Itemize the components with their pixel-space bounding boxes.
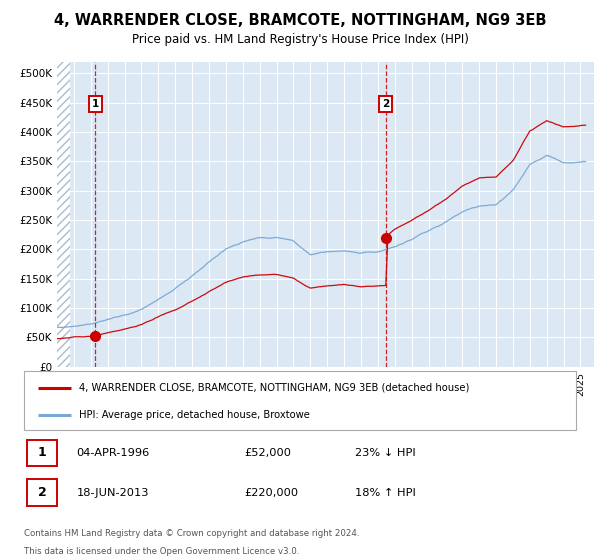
Text: HPI: Average price, detached house, Broxtowe: HPI: Average price, detached house, Brox… <box>79 410 310 420</box>
Text: 04-APR-1996: 04-APR-1996 <box>76 448 149 458</box>
Text: 23% ↓ HPI: 23% ↓ HPI <box>355 448 416 458</box>
Text: 2: 2 <box>382 99 389 109</box>
Text: Contains HM Land Registry data © Crown copyright and database right 2024.: Contains HM Land Registry data © Crown c… <box>24 529 359 538</box>
FancyBboxPatch shape <box>27 479 57 506</box>
Text: 1: 1 <box>92 99 99 109</box>
Text: £220,000: £220,000 <box>245 488 299 498</box>
Text: 18-JUN-2013: 18-JUN-2013 <box>76 488 149 498</box>
Text: 1: 1 <box>38 446 46 459</box>
Text: This data is licensed under the Open Government Licence v3.0.: This data is licensed under the Open Gov… <box>24 547 299 556</box>
Text: 2: 2 <box>38 486 46 499</box>
Text: Price paid vs. HM Land Registry's House Price Index (HPI): Price paid vs. HM Land Registry's House … <box>131 33 469 46</box>
Text: 4, WARRENDER CLOSE, BRAMCOTE, NOTTINGHAM, NG9 3EB (detached house): 4, WARRENDER CLOSE, BRAMCOTE, NOTTINGHAM… <box>79 382 470 393</box>
Text: 4, WARRENDER CLOSE, BRAMCOTE, NOTTINGHAM, NG9 3EB: 4, WARRENDER CLOSE, BRAMCOTE, NOTTINGHAM… <box>54 13 546 28</box>
Text: 18% ↑ HPI: 18% ↑ HPI <box>355 488 416 498</box>
FancyBboxPatch shape <box>24 371 576 430</box>
FancyBboxPatch shape <box>27 440 57 466</box>
Text: £52,000: £52,000 <box>245 448 292 458</box>
